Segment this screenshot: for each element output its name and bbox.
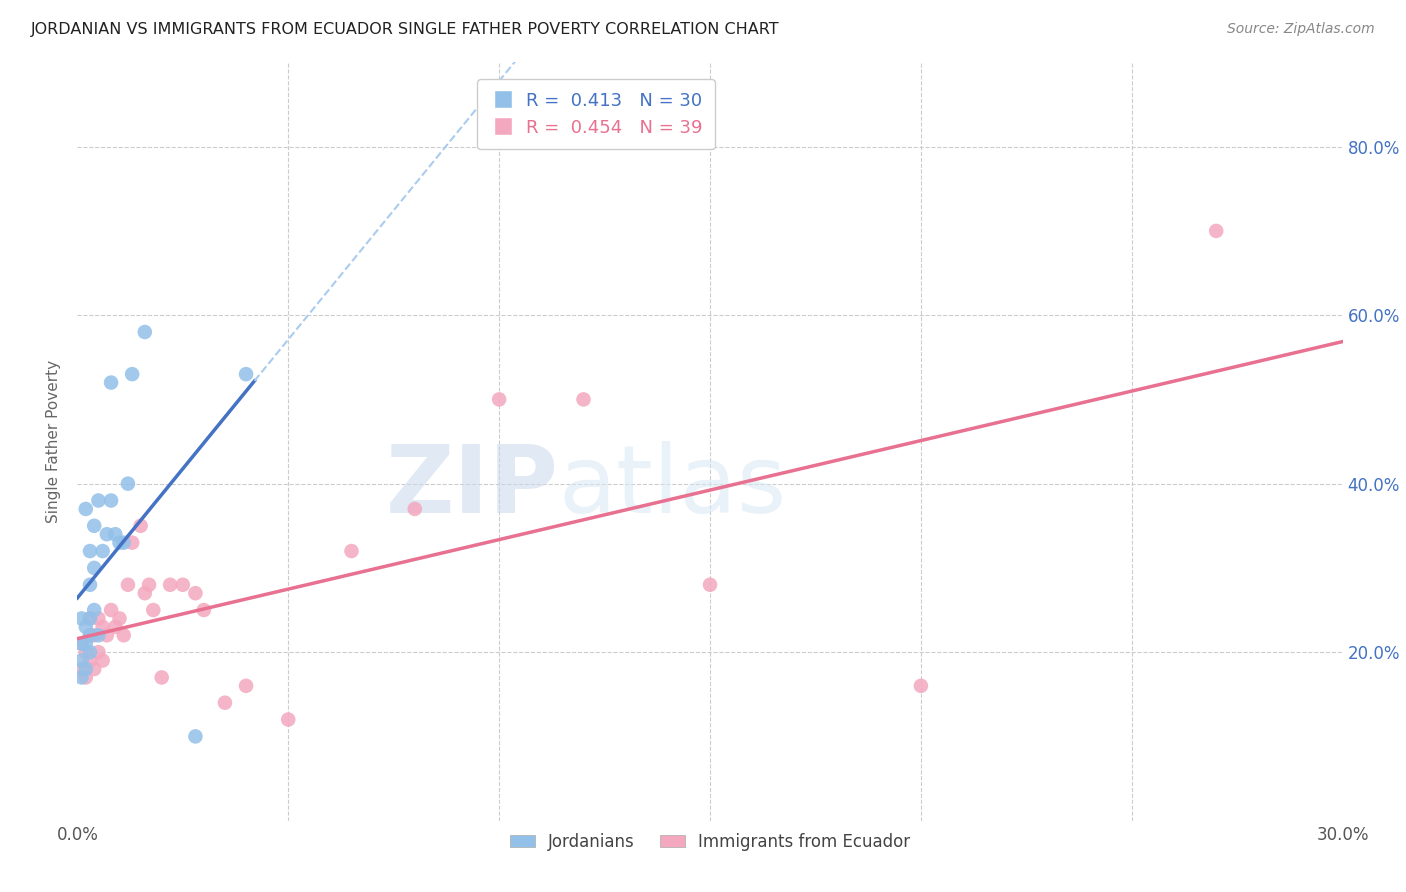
Point [91,544,114,558]
Point [572,392,595,407]
Point [83,628,105,642]
Point [138,578,160,592]
Point [79,611,101,625]
Point [83,603,105,617]
Point [79,654,101,668]
Point [91,620,114,634]
Point [121,535,143,549]
Text: ZIP: ZIP [385,441,558,533]
Point [121,367,143,381]
Point [104,527,127,541]
Point [70,654,93,668]
Point [235,679,257,693]
Point [404,502,426,516]
Point [108,535,131,549]
Point [75,670,97,684]
Point [96,527,118,541]
Point [75,637,97,651]
Point [134,325,156,339]
Point [70,611,93,625]
Y-axis label: Single Father Poverty: Single Father Poverty [46,360,62,523]
Point [79,628,101,642]
Point [100,376,122,390]
Point [184,586,207,600]
Point [96,628,118,642]
Point [75,662,97,676]
Point [159,578,181,592]
Point [75,620,97,634]
Point [70,670,93,684]
Point [87,611,110,625]
Point [79,544,101,558]
Point [277,713,299,727]
Point [193,603,215,617]
Point [112,535,135,549]
Point [184,730,207,744]
Text: Source: ZipAtlas.com: Source: ZipAtlas.com [1227,22,1375,37]
Point [142,603,165,617]
Point [129,518,152,533]
Point [87,493,110,508]
Point [150,670,173,684]
Point [83,518,105,533]
Point [83,662,105,676]
Text: atlas: atlas [558,441,786,533]
Point [75,502,97,516]
Point [134,586,156,600]
Point [117,578,139,592]
Point [108,611,131,625]
Point [100,603,122,617]
Point [699,578,721,592]
Point [79,628,101,642]
Point [112,628,135,642]
Point [91,654,114,668]
Point [910,679,932,693]
Point [1205,224,1227,238]
Point [214,696,236,710]
Text: JORDANIAN VS IMMIGRANTS FROM ECUADOR SINGLE FATHER POVERTY CORRELATION CHART: JORDANIAN VS IMMIGRANTS FROM ECUADOR SIN… [31,22,779,37]
Point [70,637,93,651]
Point [70,637,93,651]
Point [79,578,101,592]
Point [235,367,257,381]
Point [75,645,97,659]
Point [87,628,110,642]
Point [100,493,122,508]
Point [104,620,127,634]
Point [488,392,510,407]
Point [83,561,105,575]
Point [340,544,363,558]
Point [87,645,110,659]
Legend: Jordanians, Immigrants from Ecuador: Jordanians, Immigrants from Ecuador [503,827,917,858]
Point [70,662,93,676]
Point [172,578,194,592]
Point [117,476,139,491]
Point [79,611,101,625]
Point [79,645,101,659]
